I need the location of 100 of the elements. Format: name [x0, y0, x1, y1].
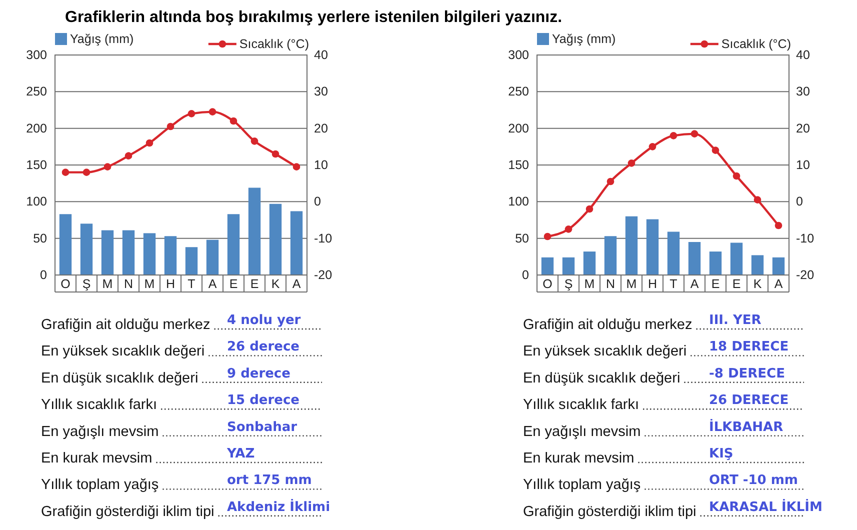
y2-tick-label: -10 [314, 231, 332, 246]
bar [101, 230, 114, 275]
bar [583, 252, 596, 275]
x-tick-label: A [292, 277, 302, 291]
x-tick-label: A [690, 277, 700, 291]
bar [646, 219, 659, 275]
y2-tick-label: 40 [314, 48, 328, 62]
point [104, 163, 112, 170]
y2-tick-label: 40 [796, 48, 810, 62]
legend-label: Sıcaklık (°C) [239, 37, 310, 51]
chart-title: Grafiklerin altında boş bırakılmış yerlere istenilen bilgileri yazınız. [65, 9, 562, 26]
y-tick-label: 100 [26, 194, 48, 209]
point [188, 110, 196, 118]
text: Yıllık sıcaklık farkı [41, 397, 158, 414]
x-tick-label: Ş [564, 277, 573, 291]
bar [122, 230, 135, 275]
y2-tick-label: 0 [796, 194, 803, 209]
legend-label: Sıcaklık (°C) [721, 37, 792, 51]
text: Yıllık toplam yağış [41, 477, 159, 494]
text: Sonbahar [227, 420, 298, 435]
y2-tick-label: 20 [796, 121, 810, 136]
point [648, 143, 656, 150]
x-tick-label: E [229, 277, 238, 291]
bar [269, 204, 282, 275]
y2-tick-label: 10 [796, 158, 810, 172]
y-tick-label: 150 [26, 158, 48, 172]
x-tick-label: N [606, 277, 616, 291]
point [62, 168, 70, 176]
point [712, 146, 720, 154]
y2-tick-label: 0 [314, 194, 321, 209]
text: YAZ [226, 446, 255, 462]
point [166, 122, 174, 130]
bar [80, 224, 93, 275]
text: 9 derece [227, 366, 291, 382]
text: Yıllık sıcaklık farkı [523, 397, 640, 414]
bar [227, 214, 240, 275]
y2-tick-label: -20 [314, 268, 332, 282]
x-tick-label: T [670, 277, 678, 291]
y-tick-label: 0 [522, 268, 530, 282]
y-tick-label: 50 [515, 231, 530, 246]
bar [290, 211, 303, 275]
y2-tick-label: -10 [796, 231, 814, 246]
x-tick-label: E [711, 277, 720, 291]
text: En yağışlı mevsim [523, 424, 641, 440]
y-tick-label: 0 [40, 268, 48, 282]
text: ort 175 mm [227, 473, 312, 488]
text: Grafiğin ait olduğu merkez [41, 317, 210, 333]
text: İLKBAHAR [709, 418, 784, 435]
bar [206, 240, 219, 275]
text: KIŞ [709, 446, 734, 462]
text: Grafiğin gösterdiği iklim tipi [41, 504, 214, 520]
bar [562, 257, 575, 275]
y-tick-label: 50 [33, 231, 48, 246]
bar [751, 255, 764, 275]
text: 4 nolu yer [227, 313, 302, 328]
y2-tick-label: 20 [314, 121, 328, 136]
text: En yağışlı mevsim [41, 424, 159, 440]
legend-label: Yağış (mm) [552, 32, 616, 46]
point [544, 232, 552, 240]
text: 18 DERECE [709, 340, 789, 355]
x-tick-label: E [250, 277, 259, 291]
point [564, 226, 572, 233]
point [272, 150, 280, 158]
x-tick-label: H [648, 277, 658, 291]
x-tick-label: M [584, 277, 595, 291]
point [732, 172, 740, 180]
x-tick-label: K [753, 277, 762, 291]
x-tick-label: N [124, 277, 134, 291]
bar [772, 257, 785, 275]
point [586, 205, 594, 213]
point [670, 132, 678, 140]
bar [625, 216, 638, 275]
text: En kurak mevsim [523, 450, 634, 466]
text: ORT -10 mm [709, 473, 798, 488]
x-tick-label: O [542, 277, 553, 291]
x-tick-label: K [271, 277, 280, 291]
bar [143, 233, 156, 275]
y2-tick-label: 30 [796, 84, 810, 99]
point [292, 163, 300, 170]
y-tick-label: 250 [508, 84, 530, 99]
text: En kurak mevsim [41, 450, 152, 466]
y2-tick-label: -20 [796, 268, 814, 282]
y2-tick-label: 10 [314, 158, 328, 172]
x-tick-label: H [166, 277, 176, 291]
text: En yüksek sıcaklık değeri [523, 344, 687, 360]
text: 15 derece [227, 393, 300, 408]
x-tick-label: O [60, 277, 71, 291]
x-tick-label: A [774, 277, 784, 291]
point [208, 108, 216, 116]
point [774, 222, 782, 230]
text: III. YER [709, 313, 762, 328]
y-tick-label: 150 [508, 158, 530, 172]
text: En düşük sıcaklık değeri [523, 370, 680, 386]
bar [667, 232, 680, 275]
point [146, 139, 154, 147]
text: Yıllık toplam yağış [523, 477, 641, 494]
bar [709, 252, 722, 275]
point [690, 130, 698, 138]
x-tick-label: M [144, 277, 155, 291]
text: Grafiğin ait olduğu merkez [523, 317, 692, 333]
